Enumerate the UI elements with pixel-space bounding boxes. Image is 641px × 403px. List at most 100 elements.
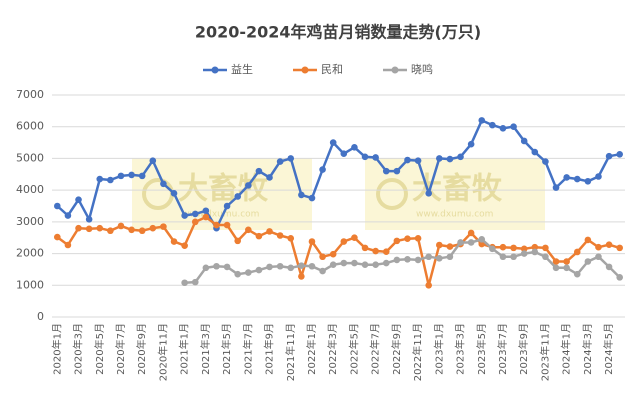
point: [436, 241, 443, 249]
y-tick-label: 3000: [16, 215, 44, 228]
point: [340, 238, 348, 245]
point: [605, 263, 613, 271]
point: [382, 259, 390, 267]
point: [298, 191, 305, 199]
x-tick-label: 2021年5月: [220, 323, 233, 375]
point: [255, 266, 263, 274]
point: [255, 167, 263, 175]
point: [605, 152, 613, 160]
point: [531, 243, 539, 251]
point: [308, 238, 316, 245]
x-tick-label: 2021年1月: [178, 323, 191, 375]
point: [181, 242, 188, 249]
x-tick-label: 2021年3月: [199, 323, 212, 375]
point: [531, 248, 539, 256]
point: [54, 233, 61, 241]
point: [520, 250, 528, 257]
point: [191, 278, 199, 286]
x-tick-label: 2023年3月: [454, 323, 467, 375]
point: [563, 258, 570, 265]
point: [181, 279, 188, 287]
x-tick-label: 2020年7月: [114, 323, 127, 375]
point: [542, 244, 549, 252]
point: [245, 269, 252, 276]
point: [340, 150, 348, 157]
legend-marker: [391, 66, 399, 74]
x-tick-label: 2023年7月: [496, 323, 509, 375]
legend-label: 晓鸣: [411, 62, 433, 76]
point: [499, 253, 507, 261]
point: [149, 157, 157, 164]
point: [276, 232, 284, 239]
point: [520, 245, 528, 253]
point: [234, 193, 241, 200]
point: [351, 144, 358, 151]
x-tick-label: 2022年3月: [326, 323, 339, 375]
x-tick-label: 2020年3月: [72, 323, 85, 375]
point: [340, 259, 348, 267]
point: [584, 258, 592, 265]
x-tick-label: 2022年9月: [390, 323, 403, 375]
point: [266, 228, 273, 235]
y-tick-label: 1000: [16, 278, 44, 291]
point: [552, 258, 560, 265]
point: [446, 155, 454, 163]
point: [616, 151, 623, 158]
y-tick-label: 2000: [16, 247, 44, 260]
point: [170, 190, 178, 197]
point: [414, 235, 422, 242]
point: [616, 244, 623, 252]
point: [213, 221, 220, 229]
x-tick-label: 2023年11月: [538, 323, 551, 381]
point: [287, 264, 295, 272]
point: [563, 264, 570, 272]
point: [573, 248, 581, 256]
point: [308, 194, 316, 202]
point: [393, 167, 401, 175]
point: [191, 210, 199, 218]
point: [489, 245, 496, 253]
point: [584, 236, 592, 244]
point: [276, 158, 284, 165]
point: [117, 222, 125, 230]
y-tick-label: 4000: [16, 183, 44, 196]
point: [138, 227, 146, 235]
x-tick-label: 2024年1月: [560, 323, 573, 375]
point: [255, 232, 263, 240]
legend-label: 益生: [231, 62, 253, 76]
watermark-logo: [376, 178, 408, 210]
x-tick-label: 2022年5月: [347, 323, 360, 375]
point: [223, 263, 231, 271]
x-tick-label: 2020年5月: [93, 323, 106, 375]
point: [404, 156, 411, 164]
point: [531, 148, 539, 156]
point: [499, 125, 507, 132]
point: [563, 174, 570, 181]
point: [107, 176, 114, 184]
point: [573, 175, 581, 183]
point: [202, 264, 210, 272]
point: [298, 273, 305, 280]
legend-marker: [211, 66, 219, 74]
x-tick-label: 2023年1月: [432, 323, 445, 375]
point: [64, 241, 72, 249]
watermark: 大畜牧: [412, 172, 503, 207]
point: [223, 221, 231, 229]
point: [573, 270, 581, 278]
point: [393, 256, 401, 264]
point: [202, 213, 210, 221]
point: [478, 117, 486, 124]
point: [245, 182, 252, 189]
point: [584, 177, 592, 185]
point: [319, 166, 326, 173]
point: [595, 253, 602, 261]
point: [234, 237, 241, 245]
point: [351, 234, 358, 242]
point: [393, 237, 401, 245]
point: [510, 244, 517, 252]
x-tick-label: 2023年9月: [517, 323, 530, 375]
point: [319, 253, 326, 261]
point: [107, 227, 114, 235]
point: [372, 247, 379, 255]
